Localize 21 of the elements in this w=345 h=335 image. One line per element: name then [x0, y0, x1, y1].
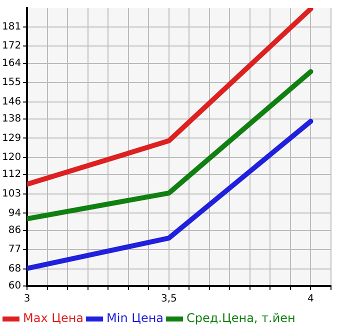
- y-tick-label: 146: [2, 96, 22, 108]
- x-tick-label: 3,5: [160, 294, 177, 305]
- y-tick-label: 112: [2, 169, 22, 180]
- x-tick-label: 4: [308, 294, 314, 305]
- y-tick-label: 94: [8, 208, 22, 219]
- y-tick-label: 172: [2, 40, 22, 52]
- x-tick-label: 3: [24, 294, 30, 305]
- y-tick-label: 77: [8, 244, 22, 256]
- legend-label: Сред.Цена, т.йен: [186, 311, 296, 326]
- legend-label: Max Цена: [23, 311, 84, 326]
- y-tick-label: 60: [8, 280, 22, 292]
- y-tick-label: 181: [2, 21, 22, 32]
- y-tick-label: 86: [8, 224, 22, 236]
- y-tick-label: 155: [2, 77, 22, 88]
- y-tick-label: 120: [2, 152, 22, 164]
- legend-label: Min Цена: [106, 311, 164, 326]
- y-tick-label: 129: [2, 132, 22, 144]
- y-tick-label: 164: [2, 58, 22, 69]
- y-tick-label: 103: [2, 188, 22, 200]
- y-tick-label: 138: [2, 114, 22, 125]
- y-tick-label: 68: [8, 263, 22, 274]
